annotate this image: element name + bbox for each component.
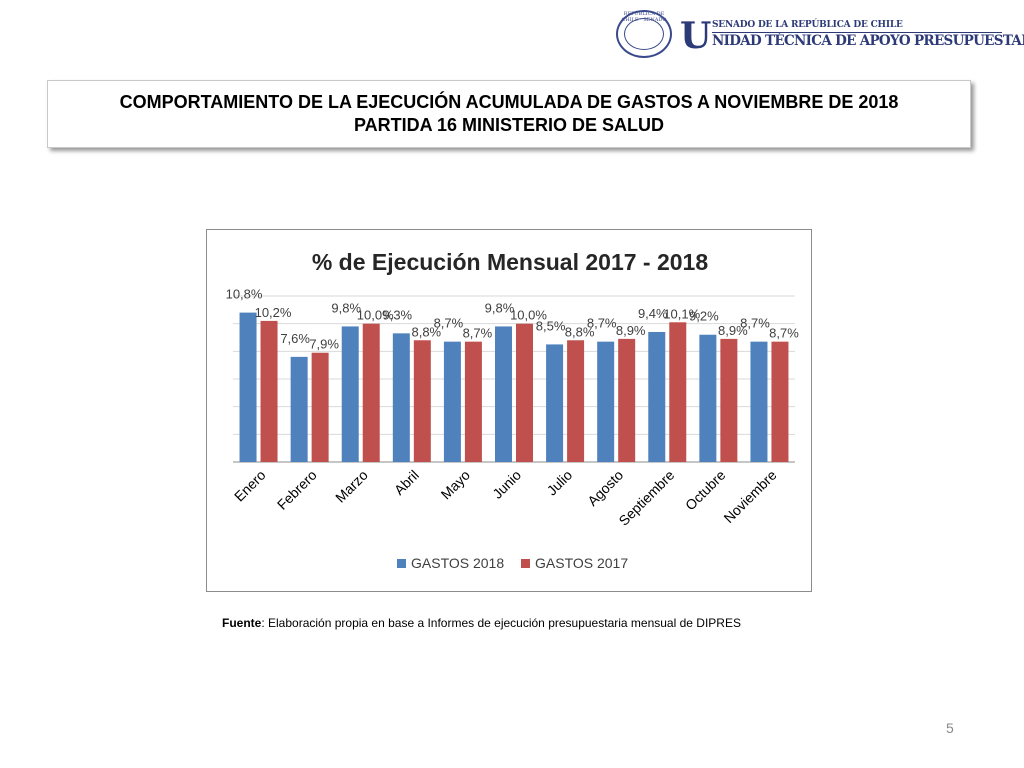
data-label: 9,2% xyxy=(689,309,719,324)
logo-senate-name: SENADO DE LA REPÚBLICA DE CHILE xyxy=(712,20,903,30)
page-number: 5 xyxy=(946,720,954,736)
data-label: 7,6% xyxy=(280,331,310,346)
x-tick-label: Octubre xyxy=(682,467,729,514)
bar-gastos-2018-julio xyxy=(546,344,564,462)
data-label: 8,8% xyxy=(411,324,441,339)
bar-gastos-2017-abril xyxy=(413,340,431,462)
x-tick-label: Julio xyxy=(544,467,576,499)
data-label: 8,5% xyxy=(536,318,566,333)
legend-entry: GASTOS 2017 xyxy=(535,555,628,571)
bar-gastos-2017-junio xyxy=(516,323,533,462)
bar-gastos-2018-enero xyxy=(239,312,257,462)
bar-gastos-2018-febrero xyxy=(290,356,308,462)
bar-gastos-2017-febrero xyxy=(311,352,329,462)
slide-title-line-2: PARTIDA 16 MINISTERIO DE SALUD xyxy=(353,115,665,135)
seal-text: REPÚBLICA DE CHILE · SENADO xyxy=(621,11,667,23)
source-label: Fuente xyxy=(222,616,262,630)
x-tick-label: Abril xyxy=(391,467,422,498)
data-label: 9,8% xyxy=(485,300,515,315)
data-label: 8,7% xyxy=(587,316,617,331)
x-tick-label: Junio xyxy=(489,467,524,502)
data-label: 9,4% xyxy=(638,306,668,321)
bar-gastos-2018-agosto xyxy=(597,341,615,462)
logo-divider xyxy=(712,32,1002,33)
x-tick-label: Febrero xyxy=(274,467,320,513)
x-tick-label: Agosto xyxy=(584,467,626,509)
data-label: 8,8% xyxy=(565,324,595,339)
bar-gastos-2018-marzo xyxy=(341,326,359,462)
x-tick-label: Enero xyxy=(231,467,269,505)
bar-gastos-2017-mayo xyxy=(464,341,482,462)
legend-entry: GASTOS 2018 xyxy=(411,555,504,571)
bar-gastos-2018-junio xyxy=(495,326,512,462)
bar-gastos-2018-abril xyxy=(392,333,410,462)
chart-title: % de Ejecución Mensual 2017 - 2018 xyxy=(312,249,708,275)
x-tick-label: Noviembre xyxy=(720,467,779,526)
x-tick-label: Marzo xyxy=(332,467,371,506)
data-label: 8,9% xyxy=(718,323,748,338)
bar-gastos-2017-enero xyxy=(260,320,278,462)
x-tick-label: Septiembre xyxy=(615,467,677,529)
slide-title-line-1: COMPORTAMIENTO DE LA EJECUCIÓN ACUMULADA… xyxy=(119,92,899,112)
bar-gastos-2018-septiembre xyxy=(648,331,666,462)
data-label: 8,9% xyxy=(616,323,646,338)
chart-frame: % de Ejecución Mensual 2017 - 2018 10,8%… xyxy=(206,229,812,592)
data-label: 10,2% xyxy=(255,305,292,320)
data-label: 9,3% xyxy=(382,307,412,322)
bar-gastos-2018-octubre xyxy=(699,334,717,462)
bar-gastos-2018-mayo xyxy=(443,341,461,462)
chart-legend: GASTOS 2018 GASTOS 2017 xyxy=(397,555,628,571)
logo-initial: U xyxy=(680,15,712,57)
bar-chart: % de Ejecución Mensual 2017 - 2018 10,8%… xyxy=(226,249,800,571)
legend-swatch xyxy=(397,559,406,568)
source-text: : Elaboración propia en base a Informes … xyxy=(261,616,741,630)
bar-gastos-2017-octubre xyxy=(720,338,738,462)
data-label: 8,7% xyxy=(769,326,799,341)
bar-gastos-2018-noviembre xyxy=(750,341,768,462)
bar-gastos-2017-noviembre xyxy=(771,341,789,462)
data-label: 10,8% xyxy=(226,287,263,302)
data-label: 9,8% xyxy=(331,300,361,315)
x-tick-label: Mayo xyxy=(438,467,474,503)
data-label: 7,9% xyxy=(309,337,339,352)
data-label: 10,0% xyxy=(510,308,547,323)
slide-title-box: COMPORTAMIENTO DE LA EJECUCIÓN ACUMULADA… xyxy=(47,80,971,148)
source-note: Fuente: Elaboración propia en base a Inf… xyxy=(222,616,741,630)
data-label: 8,7% xyxy=(740,316,770,331)
data-label: 10,0% xyxy=(357,308,394,323)
unit-logo: REPÚBLICA DE CHILE · SENADO U SENADO DE … xyxy=(616,10,1024,62)
data-label: 8,7% xyxy=(463,326,493,341)
bar-gastos-2017-septiembre xyxy=(669,322,687,462)
bar-gastos-2017-marzo xyxy=(362,323,380,462)
legend-swatch xyxy=(521,559,530,568)
logo-unit-name: NIDAD TÉCNICA DE APOYO PRESUPUESTARIO xyxy=(712,33,1024,49)
data-label: 10,1% xyxy=(663,306,700,321)
bar-gastos-2017-julio xyxy=(567,340,585,462)
senate-seal-icon xyxy=(616,10,672,58)
data-label: 8,7% xyxy=(434,316,464,331)
bar-gastos-2017-agosto xyxy=(618,338,636,462)
